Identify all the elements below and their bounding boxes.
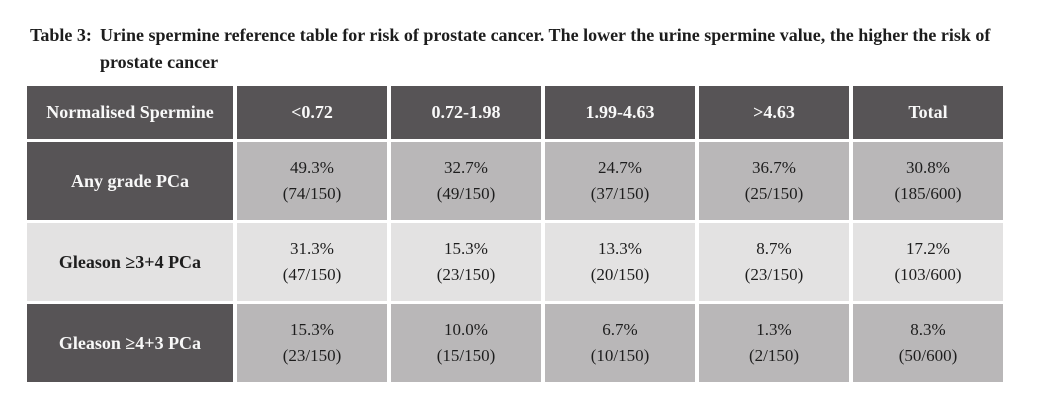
- cell-percentage: 24.7%: [598, 158, 642, 177]
- cell-percentage: 31.3%: [290, 239, 334, 258]
- row-label-any-grade-pca: Any grade PCa: [27, 142, 233, 220]
- header-cell-lt-0-72: <0.72: [237, 86, 387, 139]
- table-cell: 36.7% (25/150): [699, 142, 849, 220]
- header-cell-normalised-spermine: Normalised Spermine: [27, 86, 233, 139]
- cell-fraction: (15/150): [436, 346, 496, 365]
- cell-fraction: (103/600): [894, 265, 962, 284]
- table-cell: 32.7% (49/150): [391, 142, 541, 220]
- cell-fraction: (20/150): [590, 265, 650, 284]
- cell-percentage: 17.2%: [906, 239, 950, 258]
- table-caption: Table 3: Urine spermine reference table …: [30, 22, 1012, 76]
- cell-percentage: 10.0%: [444, 320, 488, 339]
- table-cell: 10.0% (15/150): [391, 304, 541, 382]
- table-caption-label: Table 3:: [30, 25, 92, 45]
- table-cell: 24.7% (37/150): [545, 142, 695, 220]
- cell-percentage: 32.7%: [444, 158, 488, 177]
- spermine-reference-table: Normalised Spermine <0.72 0.72-1.98 1.99…: [23, 83, 1007, 385]
- cell-percentage: 6.7%: [602, 320, 638, 339]
- table-cell: 49.3% (74/150): [237, 142, 387, 220]
- header-cell-1-99-4-63: 1.99-4.63: [545, 86, 695, 139]
- cell-percentage: 1.3%: [756, 320, 792, 339]
- table-cell: 17.2% (103/600): [853, 223, 1003, 301]
- header-cell-total: Total: [853, 86, 1003, 139]
- cell-percentage: 15.3%: [444, 239, 488, 258]
- table-header-row: Normalised Spermine <0.72 0.72-1.98 1.99…: [27, 86, 1003, 139]
- cell-percentage: 8.3%: [910, 320, 946, 339]
- row-label-gleason-3plus4-pca: Gleason ≥3+4 PCa: [27, 223, 233, 301]
- cell-percentage: 49.3%: [290, 158, 334, 177]
- table-row-any-grade-pca: Any grade PCa 49.3% (74/150) 32.7% (49/1…: [27, 142, 1003, 220]
- table-cell: 13.3% (20/150): [545, 223, 695, 301]
- cell-fraction: (37/150): [590, 184, 650, 203]
- table-row-gleason-4plus3-pca: Gleason ≥4+3 PCa 15.3% (23/150) 10.0% (1…: [27, 304, 1003, 382]
- cell-fraction: (49/150): [436, 184, 496, 203]
- cell-fraction: (74/150): [282, 184, 342, 203]
- table-caption-line2: prostate cancer: [100, 52, 219, 72]
- cell-percentage: 8.7%: [756, 239, 792, 258]
- cell-fraction: (185/600): [894, 184, 962, 203]
- table-cell: 8.3% (50/600): [853, 304, 1003, 382]
- cell-fraction: (50/600): [898, 346, 958, 365]
- table-cell: 1.3% (2/150): [699, 304, 849, 382]
- cell-fraction: (25/150): [744, 184, 804, 203]
- cell-fraction: (2/150): [748, 346, 800, 365]
- cell-fraction: (23/150): [436, 265, 496, 284]
- table-cell: 8.7% (23/150): [699, 223, 849, 301]
- cell-percentage: 30.8%: [906, 158, 950, 177]
- table-cell: 15.3% (23/150): [391, 223, 541, 301]
- table-caption-line1: Urine spermine reference table for risk …: [100, 25, 991, 45]
- cell-percentage: 15.3%: [290, 320, 334, 339]
- cell-fraction: (23/150): [744, 265, 804, 284]
- row-label-gleason-4plus3-pca: Gleason ≥4+3 PCa: [27, 304, 233, 382]
- cell-fraction: (47/150): [282, 265, 342, 284]
- table-cell: 6.7% (10/150): [545, 304, 695, 382]
- cell-percentage: 36.7%: [752, 158, 796, 177]
- table-cell: 15.3% (23/150): [237, 304, 387, 382]
- table-row-gleason-3plus4-pca: Gleason ≥3+4 PCa 31.3% (47/150) 15.3% (2…: [27, 223, 1003, 301]
- header-cell-gt-4-63: >4.63: [699, 86, 849, 139]
- cell-fraction: (10/150): [590, 346, 650, 365]
- cell-percentage: 13.3%: [598, 239, 642, 258]
- table-cell: 31.3% (47/150): [237, 223, 387, 301]
- table-caption-text: Urine spermine reference table for risk …: [100, 22, 1012, 76]
- cell-fraction: (23/150): [282, 346, 342, 365]
- table-cell: 30.8% (185/600): [853, 142, 1003, 220]
- header-cell-0-72-1-98: 0.72-1.98: [391, 86, 541, 139]
